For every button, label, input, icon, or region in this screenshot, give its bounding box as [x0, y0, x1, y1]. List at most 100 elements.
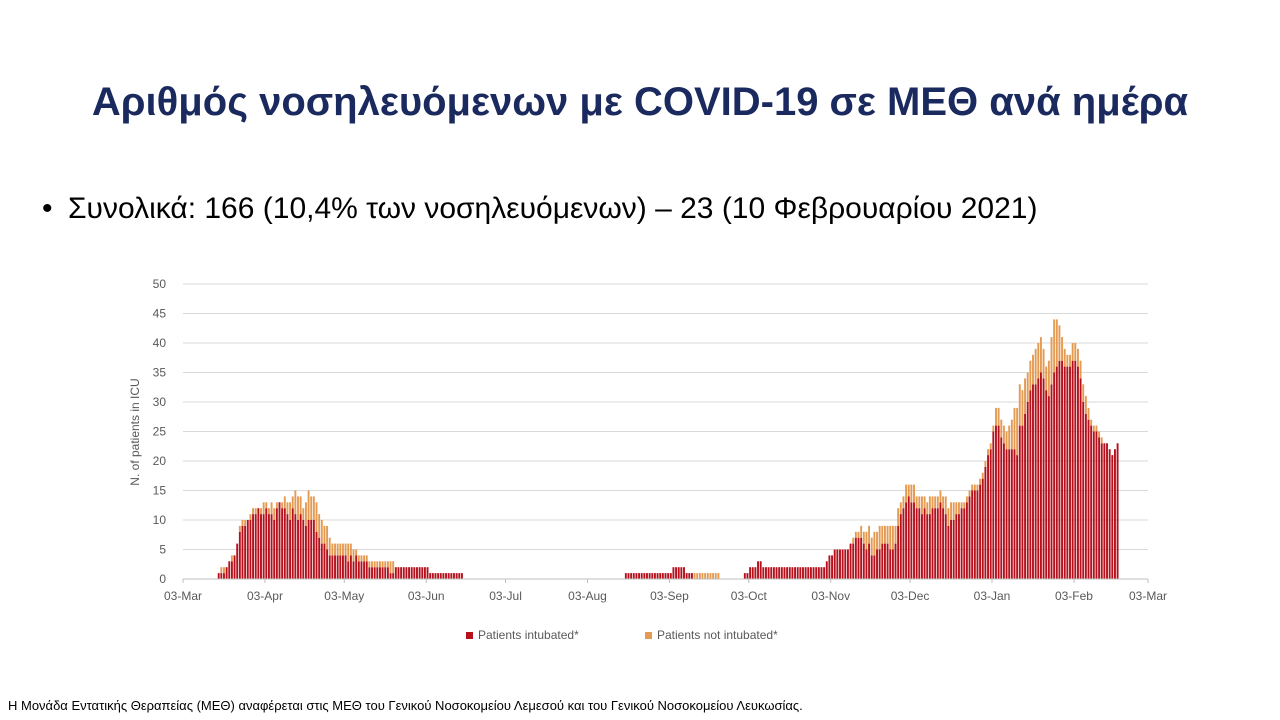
bar-segment [804, 567, 807, 579]
bar-segment [873, 531, 876, 556]
bar-segment [307, 520, 310, 579]
bar-segment [1063, 366, 1066, 579]
bar-segment [926, 502, 929, 515]
bar-segment [973, 484, 976, 491]
bar-segment [294, 490, 297, 515]
bar-segment [857, 531, 860, 538]
bar-segment [262, 502, 265, 515]
x-tick-label: 03-Nov [811, 589, 850, 603]
bar-segment [304, 525, 307, 579]
bar-segment [677, 567, 680, 579]
bar-segment [1042, 348, 1045, 379]
bar-segment [984, 461, 987, 467]
bar-segment [823, 567, 826, 579]
bar-segment [299, 514, 302, 579]
bar-segment [223, 567, 225, 574]
bar-segment [865, 549, 868, 579]
bar-segment [431, 573, 434, 579]
bar-segment [1050, 337, 1053, 385]
bar-segment [817, 567, 820, 579]
bar-segment [373, 567, 376, 579]
bar-segment [307, 490, 310, 520]
x-tick-label: 03-Jan [974, 589, 1011, 603]
bar-segment [852, 543, 855, 579]
bar-segment [254, 508, 257, 515]
bar-segment [1018, 384, 1021, 426]
bar-segment [413, 567, 416, 579]
bar-segment [265, 502, 268, 509]
bar-segment [1098, 437, 1101, 579]
series-not-intubated [220, 319, 1103, 579]
bar-segment [386, 567, 389, 579]
bar-segment [257, 508, 260, 579]
bar-segment [342, 555, 344, 579]
bar-segment [1066, 354, 1069, 367]
bar-segment [976, 484, 979, 491]
bar-segment [1029, 390, 1032, 579]
bar-segment [1024, 378, 1027, 414]
bar-segment [831, 555, 834, 579]
y-tick-label: 15 [153, 484, 167, 498]
bar-segment [323, 543, 326, 579]
bar-segment [809, 567, 812, 579]
bar-segment [1000, 437, 1003, 579]
bar-segment [442, 573, 445, 579]
bar-segment [1047, 396, 1050, 579]
bar-segment [947, 525, 950, 579]
bar-segment [1002, 425, 1005, 444]
bar-segment [807, 567, 810, 579]
bar-segment [928, 514, 931, 579]
x-tick-label: 03-Mar [1129, 589, 1167, 603]
bar-segment [915, 508, 918, 579]
bar-segment [889, 525, 892, 550]
bar-segment [1053, 319, 1056, 373]
bar-segment [453, 573, 455, 579]
x-tick-label: 03-Dec [891, 589, 930, 603]
bar-segment [1002, 443, 1005, 579]
bar-segment [283, 496, 286, 509]
y-tick-label: 45 [153, 307, 167, 321]
bar-segment [1018, 425, 1021, 579]
bar-segment [315, 531, 318, 579]
bar-segment [1061, 360, 1064, 579]
bar-segment [923, 508, 926, 579]
bar-segment [886, 525, 889, 544]
bar-segment [1039, 372, 1042, 579]
bar-segment [997, 425, 1000, 579]
bar-segment [323, 525, 326, 544]
bar-segment [1090, 425, 1093, 579]
bar-segment [312, 496, 315, 520]
bar-segment [870, 537, 873, 556]
bar-segment [749, 567, 752, 579]
bar-segment [1100, 443, 1103, 579]
bar-segment [1045, 390, 1048, 579]
x-tick-label: 03-May [324, 589, 364, 603]
bar-segment [342, 543, 344, 556]
bar-segment [318, 514, 321, 538]
bar-segment [217, 573, 220, 579]
bar-segment [1058, 360, 1061, 579]
bar-segment [672, 567, 675, 579]
bar-segment [950, 520, 952, 579]
bar-segment [833, 549, 836, 579]
bar-segment [381, 567, 384, 579]
bar-segment [635, 573, 638, 579]
bar-segment [1008, 449, 1011, 579]
y-tick-label: 25 [153, 425, 167, 439]
y-tick-label: 20 [153, 454, 167, 468]
bar-segment [852, 537, 855, 544]
bar-segment [392, 561, 395, 574]
bar-segment [1029, 360, 1032, 391]
bar-segment [1024, 413, 1027, 579]
bar-segment [899, 514, 902, 579]
bar-segment [981, 478, 984, 579]
bar-segment [434, 573, 437, 579]
bar-segment [244, 520, 247, 526]
bar-segment [418, 567, 421, 579]
bar-segment [1016, 407, 1019, 456]
bar-segment [889, 549, 892, 579]
bar-segment [1039, 337, 1042, 373]
bar-segment [799, 567, 802, 579]
bar-segment [331, 543, 334, 556]
